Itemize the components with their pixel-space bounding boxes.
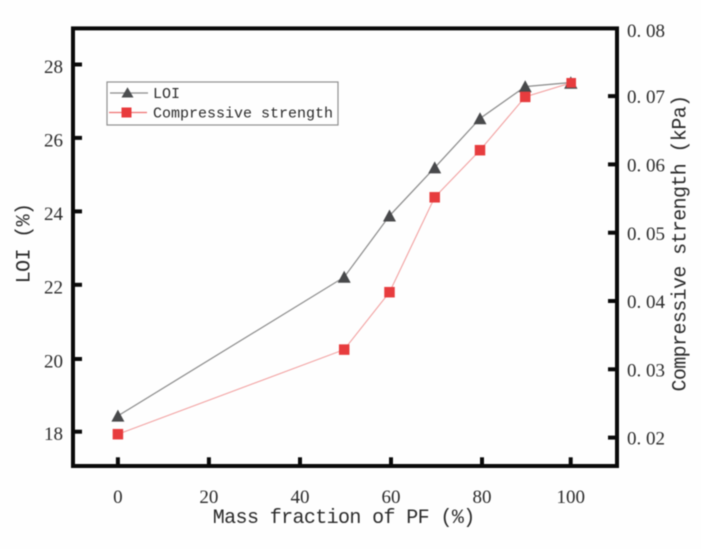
svg-text:LOI: LOI bbox=[153, 86, 180, 103]
svg-text:0: 0 bbox=[113, 487, 123, 508]
svg-text:18: 18 bbox=[44, 424, 63, 445]
svg-text:0. 04: 0. 04 bbox=[627, 292, 666, 313]
svg-text:Compressive strength: Compressive strength bbox=[153, 105, 333, 122]
svg-text:LOI (%): LOI (%) bbox=[14, 204, 37, 284]
svg-text:0. 02: 0. 02 bbox=[627, 429, 665, 450]
svg-text:24: 24 bbox=[44, 204, 64, 225]
svg-text:80: 80 bbox=[473, 487, 492, 508]
svg-text:0. 07: 0. 07 bbox=[627, 87, 665, 108]
svg-text:20: 20 bbox=[199, 487, 218, 508]
svg-text:100: 100 bbox=[556, 487, 585, 508]
svg-text:28: 28 bbox=[44, 57, 63, 78]
svg-text:0. 03: 0. 03 bbox=[627, 360, 665, 381]
svg-text:0. 05: 0. 05 bbox=[627, 224, 665, 245]
svg-text:0. 08: 0. 08 bbox=[627, 21, 665, 42]
svg-text:0. 06: 0. 06 bbox=[627, 156, 665, 177]
svg-text:60: 60 bbox=[382, 487, 401, 508]
svg-text:40: 40 bbox=[291, 487, 310, 508]
svg-text:Mass fraction of PF (%): Mass fraction of PF (%) bbox=[213, 507, 475, 530]
svg-text:20: 20 bbox=[44, 352, 63, 373]
svg-text:22: 22 bbox=[44, 277, 63, 298]
svg-text:Compressive strength (kPa): Compressive strength (kPa) bbox=[670, 96, 693, 392]
svg-text:26: 26 bbox=[44, 130, 63, 151]
